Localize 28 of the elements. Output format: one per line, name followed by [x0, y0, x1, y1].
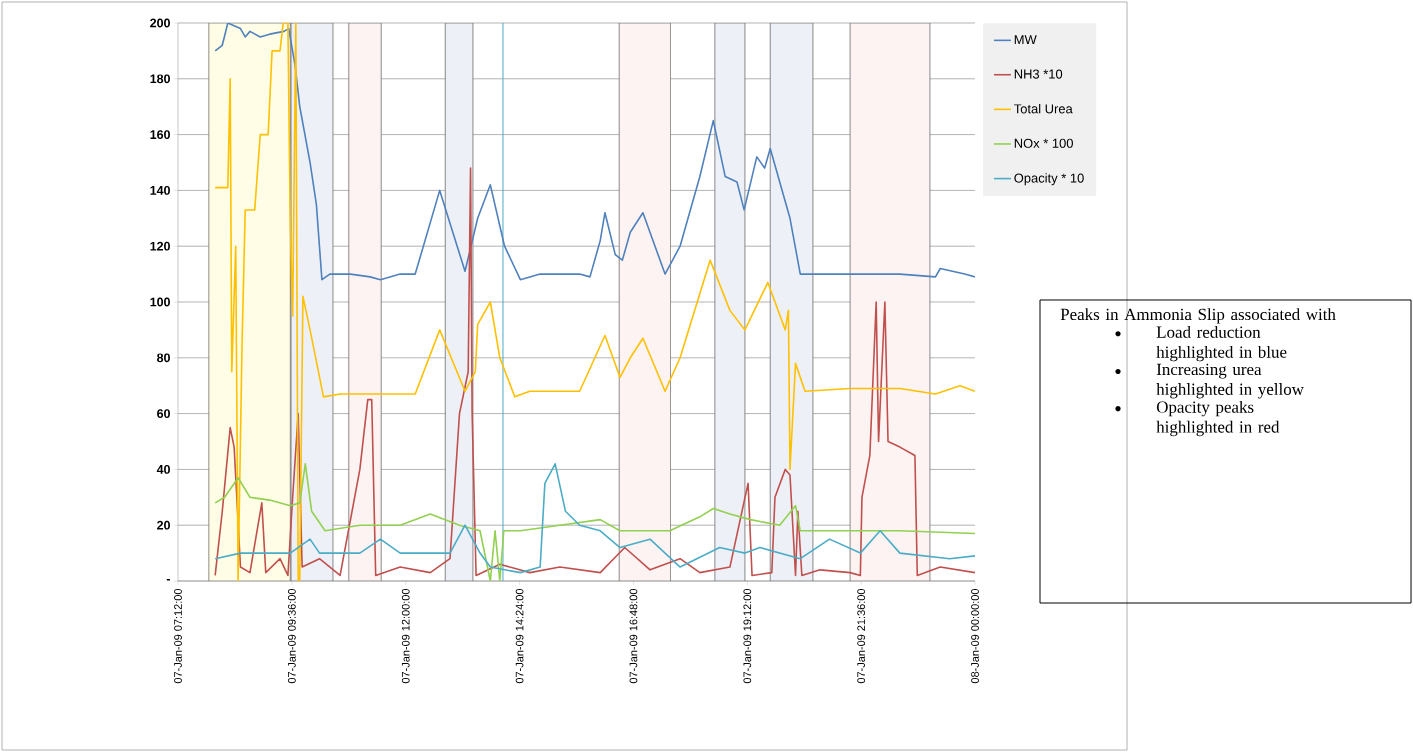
legend-label: Opacity * 10	[1014, 173, 1084, 186]
legend-label: NH3 *10	[1014, 69, 1063, 79]
y-tick-label: 160	[150, 130, 170, 140]
y-tick-label: 20	[157, 520, 170, 530]
x-tick-label: 08-Jan-09 00:00:00	[971, 588, 979, 684]
x-tick-label: 07-Jan-09 21:36:00	[857, 588, 866, 684]
legend-label: MW	[1014, 35, 1037, 45]
legend-label: Total Urea	[1014, 103, 1073, 114]
text: Load reduction highlighted in blue	[1156, 325, 1287, 362]
y-tick-label: 40	[156, 465, 170, 474]
y-tick-label: 60	[157, 409, 170, 419]
x-tick-label: 07-Jan-09 19:12:00	[743, 588, 752, 684]
x-tick-label: 07-Jan-09 12:00:00	[401, 588, 410, 684]
legend-label: NOx * 100	[1014, 138, 1073, 148]
text: Peaks in Ammonia Slip associated with	[1060, 308, 1336, 324]
text: Increasing urea highlighted in yellow	[1156, 363, 1304, 399]
y-tick-label: 100	[150, 297, 170, 307]
x-tick-label: 07-Jan-09 07:12:00	[174, 588, 182, 684]
y-tick-label: 120	[150, 241, 170, 251]
text: Opacity peaks highlighted in red	[1156, 400, 1280, 437]
y-tick-label: 140	[150, 185, 170, 195]
y-tick-label: -	[166, 579, 170, 581]
x-tick-label: 07-Jan-09 09:36:00	[287, 588, 296, 684]
x-tick-label: 07-Jan-09 14:24:00	[515, 588, 524, 684]
y-tick-label: 80	[157, 353, 170, 363]
y-tick-label: 180	[150, 74, 170, 84]
x-tick-label: 07-Jan-09 16:48:00	[629, 588, 638, 684]
y-tick-label: 200	[150, 18, 170, 28]
